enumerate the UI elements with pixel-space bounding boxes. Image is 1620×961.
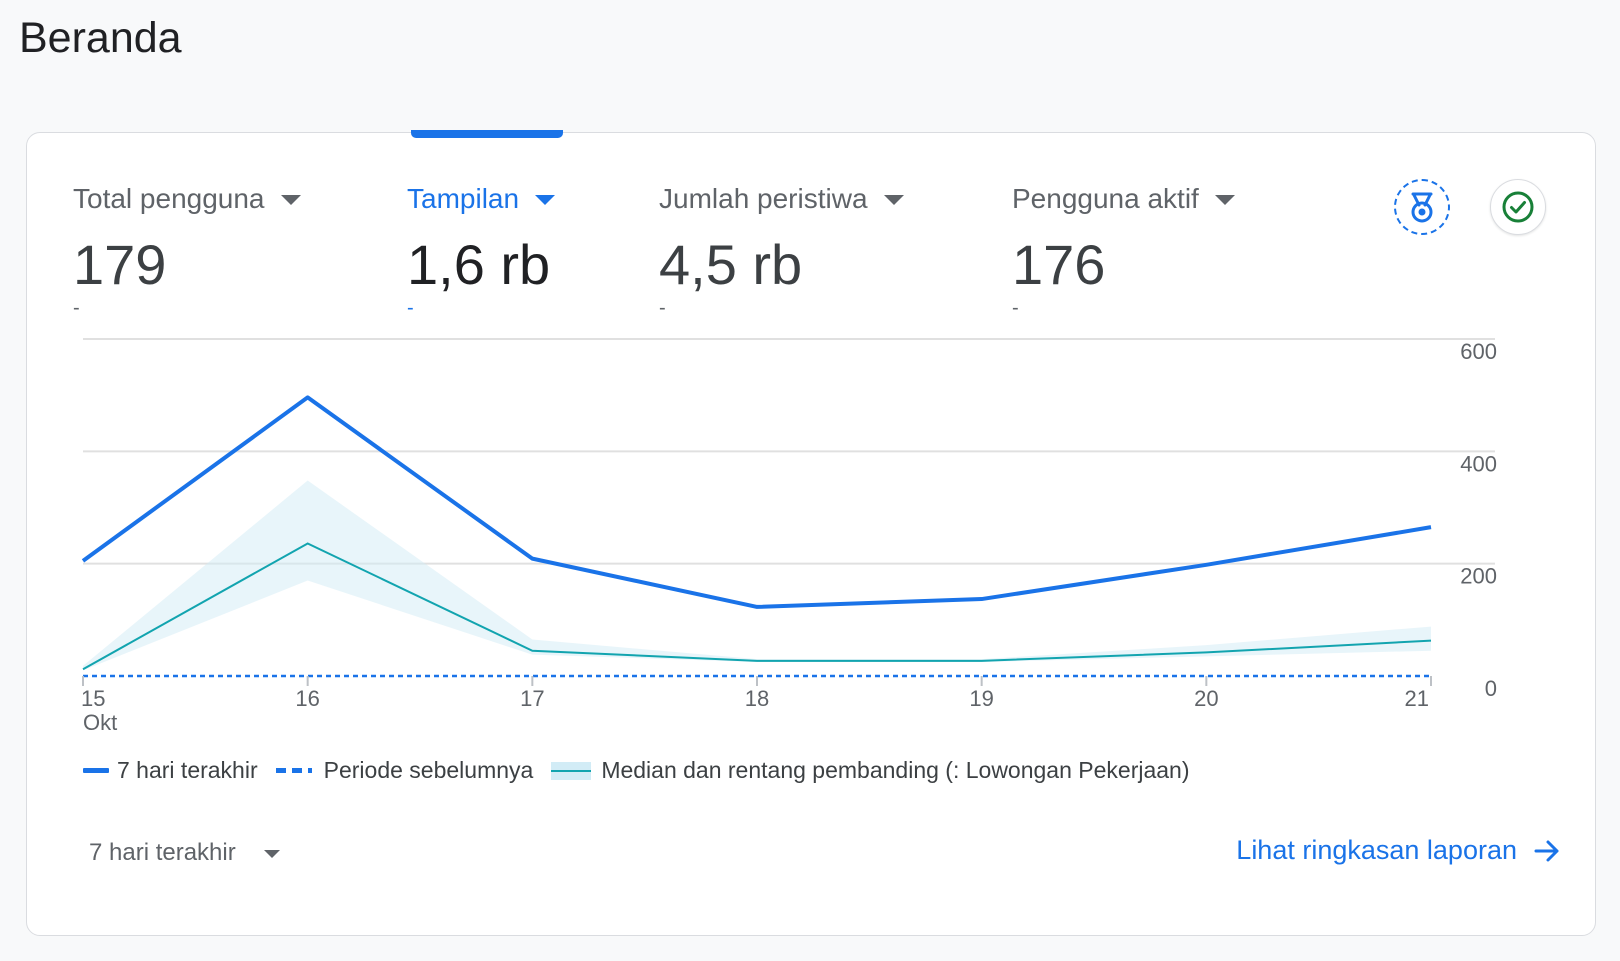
legend-item-benchmark: Median dan rentang pembanding (: Lowonga…	[551, 757, 1190, 784]
x-tick-label: 18	[745, 686, 769, 711]
metric-label: Total pengguna	[73, 183, 265, 214]
x-tick-label: 15	[81, 686, 105, 711]
chevron-down-icon	[535, 195, 556, 205]
date-range-dropdown[interactable]: 7 hari terakhir	[89, 839, 280, 867]
arrow-right-icon	[1534, 840, 1559, 861]
metric-delta: -	[73, 297, 80, 319]
x-tick-label: 21	[1405, 686, 1429, 711]
legend-label: Median dan rentang pembanding (: Lowonga…	[601, 757, 1190, 783]
chart-legend: 7 hari terakhir Periode sebelumnya Media…	[83, 757, 1208, 784]
y-tick-label: 400	[1460, 451, 1497, 476]
status-button[interactable]	[1490, 179, 1546, 235]
date-range-label: 7 hari terakhir	[89, 839, 236, 866]
overview-card: Total pengguna 179 - Tampilan 1,6 rb - J…	[26, 130, 1596, 936]
view-report-link[interactable]: Lihat ringkasan laporan	[1236, 835, 1561, 866]
page-title: Beranda	[19, 14, 182, 62]
chevron-down-icon	[883, 195, 904, 205]
legend-label: Periode sebelumnya	[323, 757, 534, 783]
metric-label: Tampilan	[407, 183, 520, 214]
legend-item-previous: Periode sebelumnya	[275, 757, 534, 784]
metric-event-count[interactable]: Jumlah peristiwa 4,5 rb -	[659, 181, 904, 319]
metric-delta: -	[1012, 297, 1019, 319]
metric-value: 176	[1012, 233, 1106, 296]
legend-swatch-dashed	[275, 768, 312, 773]
check-circle-icon	[1502, 191, 1534, 223]
line-chart: 600 400 200 0 15 16 17 18 19 20 21 Okt	[81, 338, 1497, 735]
metric-value: 4,5 rb	[659, 233, 803, 296]
legend-item-current: 7 hari terakhir	[83, 757, 258, 784]
y-tick-label: 0	[1485, 676, 1497, 701]
view-report-label: Lihat ringkasan laporan	[1236, 835, 1517, 865]
chevron-down-icon	[263, 850, 280, 858]
y-tick-label: 600	[1460, 339, 1497, 364]
chevron-down-icon	[1214, 195, 1235, 205]
x-tick-label: 17	[520, 686, 544, 711]
x-tick-sublabel: Okt	[83, 710, 117, 735]
x-tick-label: 16	[295, 686, 319, 711]
legend-label: 7 hari terakhir	[117, 757, 258, 783]
series-line-current	[81, 395, 1432, 609]
metric-label: Jumlah peristiwa	[659, 183, 868, 214]
metric-total-users[interactable]: Total pengguna 179 -	[73, 181, 301, 319]
metric-label: Pengguna aktif	[1012, 183, 1199, 214]
metric-delta: -	[659, 297, 666, 319]
x-tick-label: 19	[969, 686, 993, 711]
x-tick-label: 20	[1194, 686, 1218, 711]
medal-icon	[1411, 192, 1433, 223]
metric-active-users[interactable]: Pengguna aktif 176 -	[1012, 181, 1235, 319]
metric-views[interactable]: Tampilan 1,6 rb -	[407, 181, 556, 319]
metric-value: 179	[73, 233, 167, 296]
legend-swatch-solid	[83, 768, 109, 773]
legend-swatch-band	[551, 761, 592, 780]
series-line-benchmark-median	[82, 542, 1432, 671]
active-tab-indicator	[411, 130, 563, 138]
y-tick-label: 200	[1460, 564, 1497, 589]
chevron-down-icon	[280, 195, 301, 205]
metric-delta: -	[407, 297, 414, 319]
benchmark-button[interactable]	[1394, 179, 1450, 235]
metric-value: 1,6 rb	[407, 233, 551, 296]
benchmark-range-band	[83, 480, 1431, 671]
